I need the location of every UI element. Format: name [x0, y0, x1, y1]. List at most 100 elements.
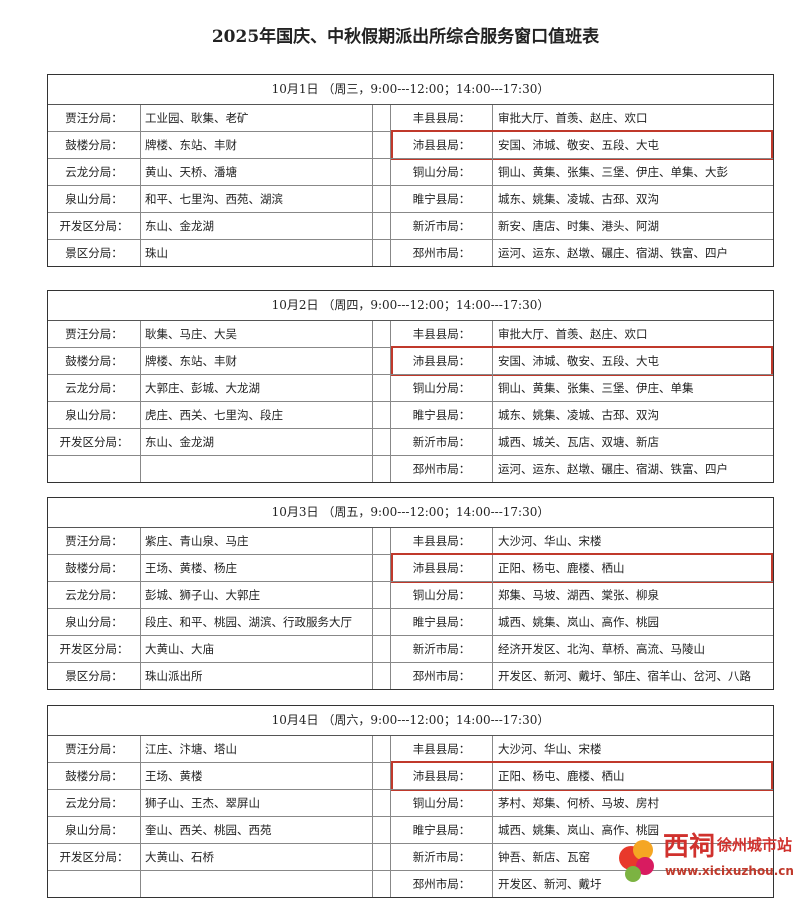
table-row: 云龙分局： 狮子山、王杰、翠屏山 铜山分局： 茅村、郑集、何桥、马坡、房村 [48, 789, 773, 816]
table-row: 邳州市局： 运河、运东、赵墩、碾庄、宿湖、铁富、四户 [48, 455, 773, 482]
table-header: 10月1日 （周三，9:00---12:00；14:00---17:30） [48, 75, 773, 105]
left-stations: 王场、黄楼、杨庄 [141, 555, 373, 581]
right-unit: 新沂市局： [391, 429, 493, 455]
divider [373, 555, 391, 581]
duty-table: 10月2日 （周四，9:00---12:00；14:00---17:30） 贾汪分… [47, 290, 774, 483]
left-unit: 云龙分局： [48, 375, 141, 401]
watermark-logo [619, 840, 654, 882]
duty-table: 10月3日 （周五，9:00---12:00；14:00---17:30） 贾汪分… [47, 497, 774, 690]
right-stations: 开发区、新河、戴圩、邹庄、宿羊山、岔河、八路 [498, 669, 751, 683]
left-stations: 王场、黄楼 [141, 763, 373, 789]
left-unit: 泉山分局： [48, 186, 141, 212]
right-unit: 睢宁县局： [391, 609, 493, 635]
watermark-brand: 西祠 [663, 832, 716, 862]
page-title: 2025年国庆、中秋假期派出所综合服务窗口值班表 [211, 27, 600, 47]
left-unit: 开发区分局： [48, 844, 141, 870]
left-stations: 珠山派出所 [141, 663, 373, 689]
left-stations: 紫庄、青山泉、马庄 [141, 528, 373, 554]
left-stations: 江庄、汴塘、塔山 [141, 736, 373, 762]
left-unit: 泉山分局： [48, 609, 141, 635]
table-row: 景区分局： 珠山 邳州市局： 运河、运东、赵墩、碾庄、宿湖、铁富、四户 [48, 239, 773, 266]
divider [373, 159, 391, 185]
divider [373, 763, 391, 789]
right-unit: 丰县县局： [391, 528, 493, 554]
table-row: 开发区分局： 大黄山、石桥 新沂市局： 钟吾、新店、瓦窑 [48, 843, 773, 870]
left-unit: 开发区分局： [48, 636, 141, 662]
divider [373, 636, 391, 662]
divider [373, 736, 391, 762]
left-unit: 贾汪分局： [48, 736, 141, 762]
right-stations: 郑集、马坡、湖西、棠张、柳泉 [498, 588, 659, 602]
right-stations: 安国、沛城、敬安、五段、大屯 [498, 354, 659, 368]
left-unit: 云龙分局： [48, 159, 141, 185]
right-unit: 沛县县局： [391, 132, 493, 158]
right-unit: 铜山分局： [391, 790, 493, 816]
left-stations: 黄山、天桥、潘塘 [141, 159, 373, 185]
table-row: 鼓楼分局： 王场、黄楼 沛县县局： 正阳、杨屯、鹿楼、栖山 [48, 761, 773, 791]
right-unit: 沛县县局： [391, 763, 493, 789]
right-stations: 城东、姚集、凌城、古邳、双沟 [498, 408, 659, 422]
left-unit: 云龙分局： [48, 582, 141, 608]
divider [373, 321, 391, 347]
right-stations: 正阳、杨屯、鹿楼、栖山 [498, 561, 625, 575]
right-stations: 审批大厅、首羡、赵庄、欢口 [498, 111, 648, 125]
right-unit: 丰县县局： [391, 105, 493, 131]
table-row: 贾汪分局： 工业园、耿集、老矿 丰县县局： 审批大厅、首羡、赵庄、欢口 [48, 105, 773, 131]
right-unit: 邳州市局： [391, 240, 493, 266]
table-row: 开发区分局： 东山、金龙湖 新沂市局： 城西、城关、瓦店、双塘、新店 [48, 428, 773, 455]
table-row: 贾汪分局： 耿集、马庄、大吴 丰县县局： 审批大厅、首羡、赵庄、欢口 [48, 321, 773, 347]
divider [373, 663, 391, 689]
table-row: 泉山分局： 段庄、和平、桃园、湖滨、行政服务大厅 睢宁县局： 城西、姚集、岚山、高作、… [48, 608, 773, 635]
watermark-site: 徐州城市站 [717, 836, 793, 854]
left-stations: 段庄、和平、桃园、湖滨、行政服务大厅 [141, 609, 373, 635]
right-stations: 城西、姚集、岚山、高作、桃园 [498, 823, 659, 837]
divider [373, 790, 391, 816]
right-unit: 新沂市局： [391, 213, 493, 239]
right-unit: 睢宁县局： [391, 402, 493, 428]
left-stations: 耿集、马庄、大吴 [141, 321, 373, 347]
right-unit: 邳州市局： [391, 871, 493, 897]
table-header: 10月3日 （周五，9:00---12:00；14:00---17:30） [48, 498, 773, 528]
table-row: 泉山分局： 虎庄、西关、七里沟、段庄 睢宁县局： 城东、姚集、凌城、古邳、双沟 [48, 401, 773, 428]
left-stations: 大郭庄、彭城、大龙湖 [141, 375, 373, 401]
left-unit [48, 456, 141, 482]
table-row: 邳州市局： 开发区、新河、戴圩 [48, 870, 773, 897]
left-stations [141, 871, 373, 897]
divider [373, 817, 391, 843]
table-row: 云龙分局： 彭城、狮子山、大郭庄 铜山分局： 郑集、马坡、湖西、棠张、柳泉 [48, 581, 773, 608]
right-stations: 开发区、新河、戴圩 [498, 877, 602, 891]
right-unit: 沛县县局： [391, 555, 493, 581]
divider [373, 871, 391, 897]
table-row: 鼓楼分局： 牌楼、东站、丰财 沛县县局： 安国、沛城、敬安、五段、大屯 [48, 130, 773, 160]
right-unit: 睢宁县局： [391, 817, 493, 843]
left-stations: 大黄山、大庙 [141, 636, 373, 662]
right-stations: 正阳、杨屯、鹿楼、栖山 [498, 769, 625, 783]
right-stations: 铜山、黄集、张集、三堡、伊庄、单集 [498, 381, 694, 395]
left-unit [48, 871, 141, 897]
divider [373, 186, 391, 212]
table-row: 云龙分局： 大郭庄、彭城、大龙湖 铜山分局： 铜山、黄集、张集、三堡、伊庄、单集 [48, 374, 773, 401]
left-stations: 牌楼、东站、丰财 [141, 348, 373, 374]
divider [373, 582, 391, 608]
divider [373, 348, 391, 374]
right-stations: 大沙河、华山、宋楼 [498, 742, 602, 756]
divider [373, 240, 391, 266]
left-stations: 牌楼、东站、丰财 [141, 132, 373, 158]
right-stations: 运河、运东、赵墩、碾庄、宿湖、铁富、四户 [498, 462, 728, 476]
left-unit: 鼓楼分局： [48, 132, 141, 158]
divider [373, 402, 391, 428]
right-stations: 城西、姚集、岚山、高作、桃园 [498, 615, 659, 629]
left-stations: 工业园、耿集、老矿 [141, 105, 373, 131]
left-stations: 东山、金龙湖 [141, 429, 373, 455]
right-stations: 运河、运东、赵墩、碾庄、宿湖、铁富、四户 [498, 246, 728, 260]
right-stations: 审批大厅、首羡、赵庄、欢口 [498, 327, 648, 341]
right-unit: 铜山分局： [391, 582, 493, 608]
right-unit: 铜山分局： [391, 375, 493, 401]
table-row: 景区分局： 珠山派出所 邳州市局： 开发区、新河、戴圩、邹庄、宿羊山、岔河、八路 [48, 662, 773, 689]
right-unit: 新沂市局： [391, 844, 493, 870]
right-unit: 铜山分局： [391, 159, 493, 185]
left-unit: 开发区分局： [48, 429, 141, 455]
left-unit: 泉山分局： [48, 402, 141, 428]
left-unit: 贾汪分局： [48, 105, 141, 131]
